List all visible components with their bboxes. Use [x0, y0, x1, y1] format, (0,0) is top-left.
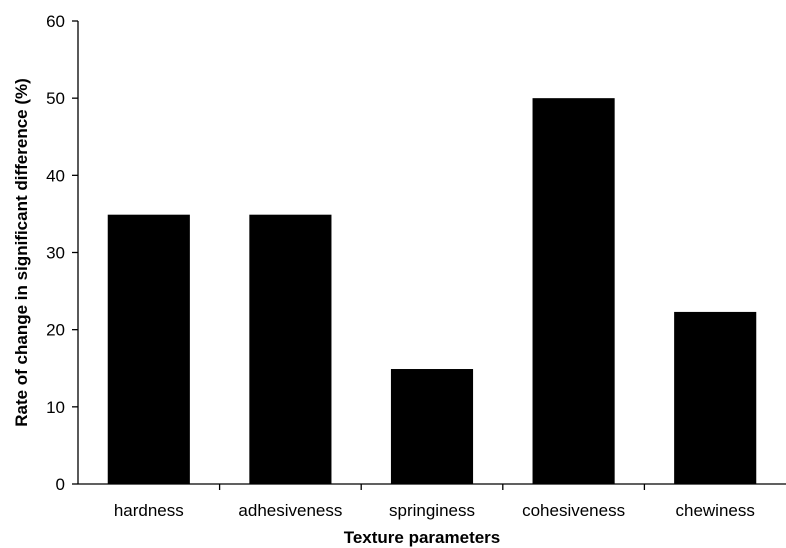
y-tick-label: 50	[46, 89, 65, 108]
y-tick-label: 0	[56, 475, 65, 494]
plot-area	[107, 98, 757, 485]
bar-hardness	[107, 214, 190, 484]
y-tick-label: 40	[46, 166, 65, 185]
bar-adhesiveness	[249, 214, 332, 484]
x-category-label: chewiness	[676, 501, 755, 520]
x-category-label: hardness	[114, 501, 184, 520]
y-tick-label: 60	[46, 12, 65, 31]
y-axis-ticks: 0 10 20 30 40 50 60	[46, 12, 78, 494]
y-tick-label: 10	[46, 398, 65, 417]
y-tick-label: 20	[46, 321, 65, 340]
bar-chewiness	[674, 311, 757, 484]
y-tick-label: 30	[46, 244, 65, 263]
x-category-label: adhesiveness	[238, 501, 342, 520]
y-axis-title: Rate of change in significant difference…	[12, 78, 31, 427]
x-axis-categories: hardness adhesiveness springiness cohesiven…	[114, 484, 755, 520]
bar-springiness	[390, 369, 474, 484]
x-category-label: cohesiveness	[522, 501, 625, 520]
x-category-label: springiness	[389, 501, 475, 520]
bar-cohesiveness	[532, 98, 615, 485]
x-axis-title: Texture parameters	[344, 528, 501, 547]
